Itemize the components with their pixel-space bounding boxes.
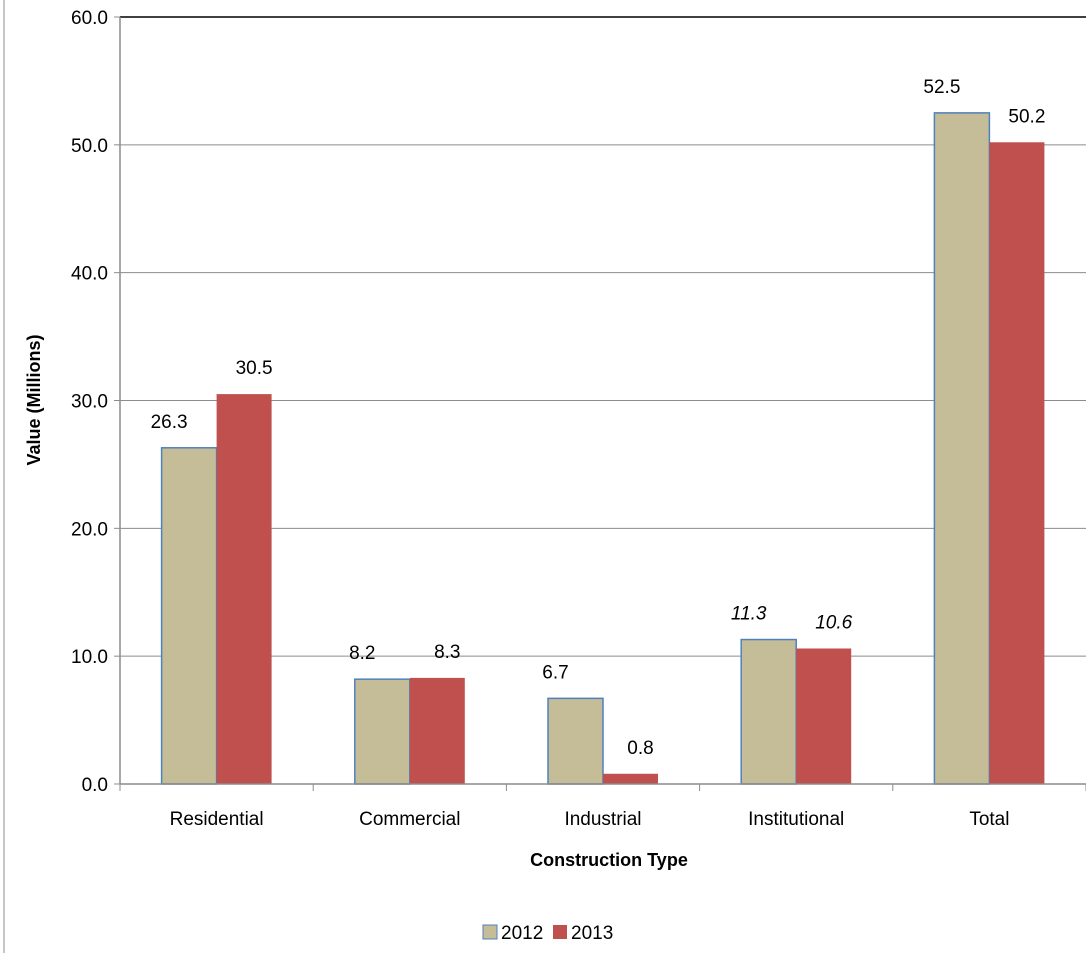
bar-2013-industrial bbox=[603, 773, 658, 784]
y-tick-label: 60.0 bbox=[71, 8, 108, 29]
x-tick-label-commercial: Commercial bbox=[359, 809, 460, 830]
y-tick-label: 20.0 bbox=[71, 519, 108, 540]
bar-2012-total bbox=[933, 112, 991, 785]
y-tick-label: 10.0 bbox=[71, 647, 108, 668]
data-label-2013-residential: 30.5 bbox=[236, 358, 273, 379]
data-label-2012-residential: 26.3 bbox=[151, 412, 188, 433]
y-tick-labels: 0.0 10.0 20.0 30.0 40.0 50.0 60.0 bbox=[71, 8, 120, 796]
bar-2013-residential bbox=[216, 394, 272, 784]
data-label-2013-commercial: 8.3 bbox=[434, 642, 460, 663]
bars bbox=[160, 112, 1045, 785]
y-tick-label: 0.0 bbox=[82, 775, 108, 796]
data-label-2012-industrial: 6.7 bbox=[542, 662, 568, 683]
legend: 2012 2013 bbox=[482, 923, 613, 944]
data-label-2012-total: 52.5 bbox=[923, 77, 960, 98]
data-label-2013-total: 50.2 bbox=[1008, 106, 1045, 127]
y-tick-label: 50.0 bbox=[71, 136, 108, 157]
data-label-2012-commercial: 8.2 bbox=[349, 643, 375, 664]
y-tick-label: 40.0 bbox=[71, 264, 108, 285]
x-axis-title: Construction Type bbox=[530, 850, 688, 870]
bar-2013-institutional bbox=[796, 648, 852, 784]
x-tick-label-industrial: Industrial bbox=[564, 809, 641, 830]
x-tick-label-total: Total bbox=[969, 809, 1009, 830]
bar-2012-residential bbox=[160, 447, 218, 785]
bar-2012-commercial bbox=[354, 678, 411, 785]
bar-2012-industrial bbox=[547, 697, 604, 785]
x-tick-label-institutional: Institutional bbox=[748, 809, 844, 830]
x-tick-label-residential: Residential bbox=[170, 809, 264, 830]
data-label-2012-institutional: 11.3 bbox=[731, 604, 767, 625]
data-label-2013-institutional: 10.6 bbox=[815, 612, 852, 633]
data-labels: 26.3 30.5 8.2 8.3 6.7 0.8 11.3 10.6 52.5 50.2 bbox=[151, 77, 1046, 759]
legend-swatch-2012 bbox=[482, 924, 498, 940]
legend-label-2013: 2013 bbox=[571, 923, 613, 944]
x-tick-labels: Residential Commercial Industrial Instituti… bbox=[119, 784, 1086, 830]
bar-2012-institutional bbox=[740, 638, 797, 785]
y-axis-title: Value (Millions) bbox=[24, 334, 44, 465]
data-label-2013-industrial: 0.8 bbox=[627, 738, 653, 759]
legend-swatch-2013 bbox=[553, 925, 567, 939]
bar-2013-commercial bbox=[409, 677, 465, 784]
bar-2013-total bbox=[989, 142, 1045, 784]
legend-label-2012: 2012 bbox=[501, 923, 543, 944]
gridlines bbox=[120, 144, 1086, 657]
y-tick-label: 30.0 bbox=[71, 392, 108, 413]
